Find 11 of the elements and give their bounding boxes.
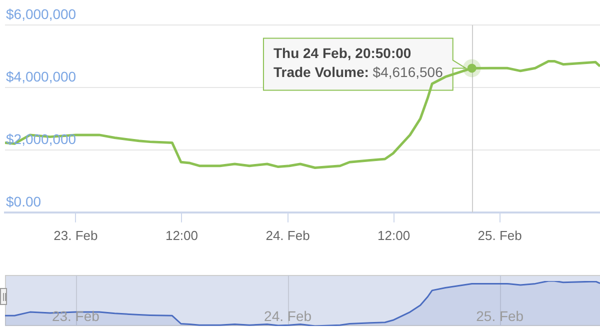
x-tick-label: 23. Feb <box>54 228 98 243</box>
x-tick-label: 24. Feb <box>264 308 312 324</box>
x-tick-label: 25. Feb <box>476 308 524 324</box>
x-tick-label: 12:00 <box>165 228 198 243</box>
y-tick-label: $6,000,000 <box>6 6 76 22</box>
y-tick-label: $0.00 <box>6 193 42 210</box>
x-tick-label: 24. Feb <box>266 228 310 243</box>
annotation: Thu 24 Feb, 20:50:00 Trade Volume: $4,616,506 <box>273 45 444 80</box>
x-tick-label: 12:00 <box>378 228 410 243</box>
x-tick-label: 25. Feb <box>478 228 522 243</box>
y-tick-label: $4,000,000 <box>6 68 76 84</box>
